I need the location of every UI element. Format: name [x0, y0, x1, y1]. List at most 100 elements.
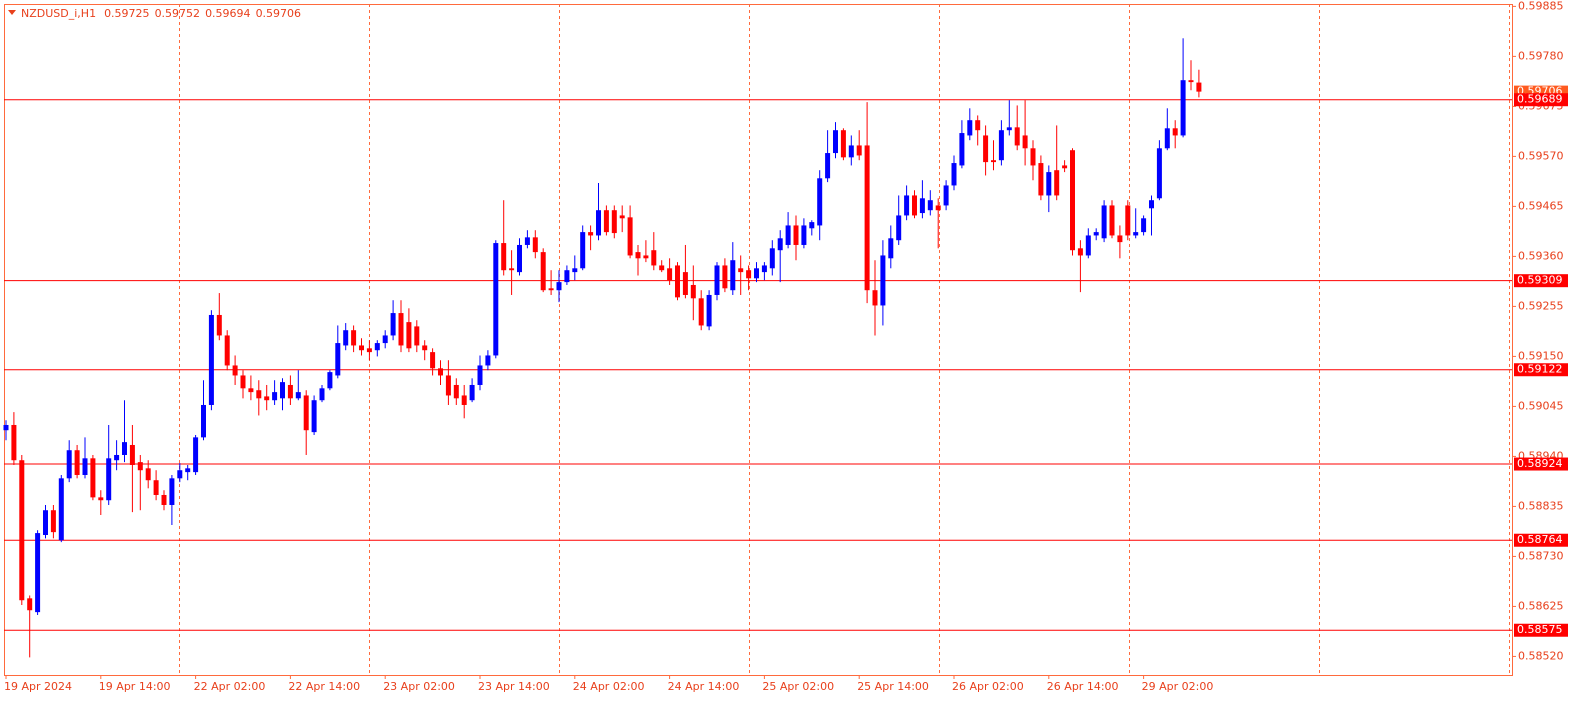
level-label: 0.58575 [1517, 623, 1563, 636]
header-high: 0.59752 [155, 7, 201, 20]
candle-body [540, 252, 546, 291]
candle-body [880, 255, 886, 306]
candle-body [256, 390, 262, 399]
menu-arrow[interactable] [8, 10, 16, 15]
plot-frame [4, 4, 1513, 676]
x-tick-label: 22 Apr 14:00 [288, 680, 360, 693]
y-tick-label: 0.59045 [1518, 399, 1564, 412]
candle-body [1109, 205, 1115, 236]
candle-body [1006, 127, 1012, 131]
candle-body [1022, 135, 1028, 149]
candle-body [216, 314, 222, 336]
candle-body [848, 145, 854, 158]
candle-body [730, 260, 736, 291]
y-tick-label: 0.59150 [1518, 349, 1564, 362]
candle-body [619, 215, 625, 219]
candle-body [1133, 232, 1139, 236]
candle-body [240, 375, 246, 389]
candle-body [114, 454, 120, 461]
candle-body [98, 497, 104, 501]
candle-body [438, 368, 443, 376]
candle-body [193, 437, 199, 473]
candle-body [659, 265, 665, 271]
y-tick-label: 0.58625 [1518, 599, 1564, 612]
candle-body [232, 365, 238, 376]
header-close: 0.59706 [256, 7, 302, 20]
candle-body [335, 343, 341, 376]
candle-body [287, 384, 293, 399]
candle-body [390, 313, 396, 336]
candle-body [556, 282, 562, 291]
level-label: 0.58764 [1517, 533, 1563, 546]
candle-body [603, 210, 609, 233]
candle-body [643, 255, 649, 259]
x-tick-label: 23 Apr 02:00 [383, 680, 455, 693]
candle-body [1093, 232, 1099, 236]
candle-body [319, 388, 325, 401]
level-label-box [1514, 457, 1568, 471]
candle-body [1117, 235, 1123, 243]
candle-body [43, 510, 48, 535]
candle-body [137, 462, 143, 471]
candle-body [11, 424, 17, 461]
candle-body [485, 355, 491, 366]
level-label-box [1514, 363, 1568, 377]
candle-body [927, 200, 933, 211]
candle-body [74, 450, 80, 475]
candle-body [872, 290, 878, 306]
candle-body [66, 450, 72, 479]
candle-body [1085, 235, 1091, 256]
candle-body [1164, 128, 1170, 149]
candle-body [564, 270, 570, 283]
y-tick-label: 0.59570 [1518, 149, 1564, 162]
candle-body [145, 468, 151, 481]
candle-body [959, 133, 965, 166]
candle-body [224, 335, 230, 366]
candle-body [761, 265, 767, 273]
candle-body [698, 298, 704, 326]
candle-body [517, 244, 522, 273]
header-open: 0.59725 [104, 7, 150, 20]
candle-body [201, 404, 206, 438]
candle-body [248, 388, 254, 393]
candle-body [651, 250, 657, 266]
candle-body [682, 272, 688, 295]
candle-body [943, 185, 949, 206]
candle-body [690, 284, 696, 299]
level-label-box [1514, 533, 1568, 547]
y-tick-label: 0.59465 [1518, 199, 1564, 212]
x-tick-label: 29 Apr 02:00 [1142, 680, 1214, 693]
x-tick-label: 25 Apr 02:00 [762, 680, 834, 693]
candle-body [864, 145, 870, 291]
candle-body [825, 153, 831, 179]
candle-body [722, 265, 728, 289]
level-label: 0.59309 [1517, 274, 1563, 287]
x-tick-label: 26 Apr 14:00 [1047, 680, 1119, 693]
candle-body [888, 238, 894, 259]
candle-body [58, 478, 64, 541]
candle-body [833, 130, 838, 154]
candle-body [3, 424, 9, 431]
candle-body [122, 442, 127, 455]
candle-body [303, 395, 309, 431]
candle-body [1125, 205, 1131, 236]
candle-body [1141, 218, 1147, 233]
candle-body [1030, 148, 1036, 166]
candle-body [904, 195, 910, 216]
levels-layer [4, 99, 1512, 631]
candle-body [714, 265, 720, 295]
candle-body [430, 352, 436, 369]
candle-body [967, 120, 973, 136]
candle-body [840, 130, 846, 158]
candle-body [177, 470, 183, 479]
x-tick-label: 19 Apr 14:00 [99, 680, 171, 693]
candle-body [746, 270, 752, 279]
y-tick-label: 0.59780 [1518, 49, 1564, 62]
candle-body [19, 460, 25, 601]
y-tick-label: 0.59360 [1518, 249, 1564, 262]
x-tick-label: 25 Apr 14:00 [857, 680, 929, 693]
candle-body [382, 335, 388, 344]
candle-body [509, 268, 515, 271]
candle-body [422, 345, 428, 351]
candle-body [951, 163, 957, 186]
